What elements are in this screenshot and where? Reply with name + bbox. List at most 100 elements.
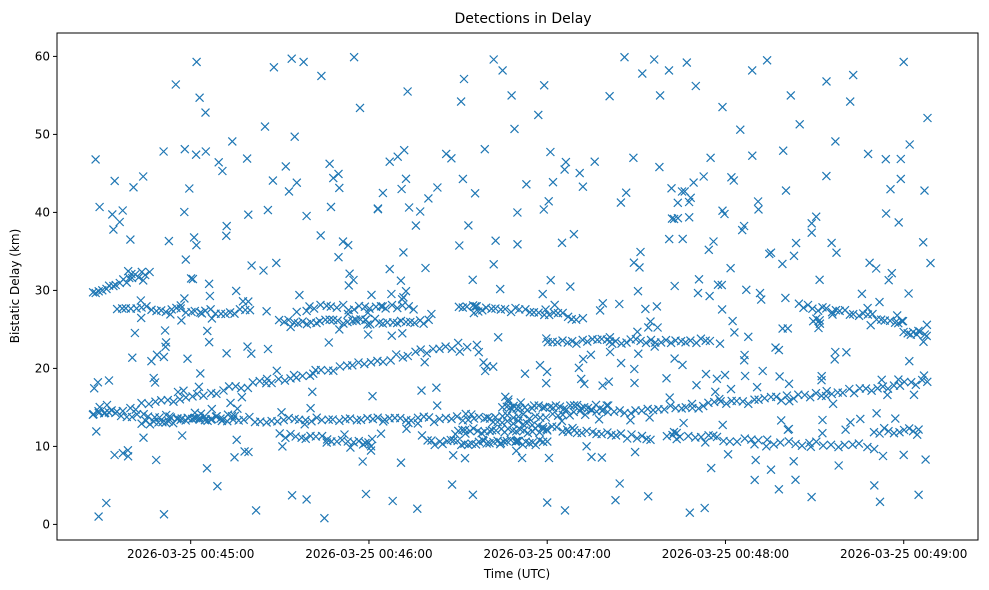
data-point-177: [255, 376, 265, 386]
data-point-250: [221, 309, 230, 319]
data-point-1029: [115, 217, 125, 227]
data-point-891: [865, 258, 875, 268]
data-point-532: [482, 413, 492, 422]
data-point-759: [653, 323, 663, 332]
data-point-657: [569, 229, 579, 239]
data-point-634: [355, 103, 365, 113]
data-point-239: [167, 304, 177, 314]
data-point-696: [920, 186, 929, 196]
data-point-329: [544, 310, 554, 320]
data-point-435: [322, 434, 332, 444]
data-point-284: [401, 317, 411, 327]
data-point-1026: [363, 308, 373, 318]
data-point-1022: [881, 154, 891, 164]
data-point-685: [822, 76, 831, 86]
data-point-172: [224, 381, 234, 391]
data-point-156: [125, 403, 135, 413]
data-point-129: [811, 388, 821, 398]
data-point-977: [807, 218, 817, 228]
data-point-575: [725, 437, 735, 446]
data-point-181: [280, 376, 290, 386]
data-point-746: [138, 275, 148, 285]
data-point-772: [302, 211, 312, 221]
data-point-413: [183, 413, 193, 423]
data-point-608: [108, 225, 118, 235]
data-point-1030: [866, 320, 876, 330]
data-point-522: [569, 400, 579, 410]
data-point-298: [349, 305, 359, 315]
data-point-646: [468, 490, 478, 500]
data-point-1061: [654, 162, 664, 172]
data-point-991: [412, 504, 422, 514]
data-point-448: [438, 439, 448, 449]
data-point-1073: [186, 273, 196, 283]
data-point-595: [869, 444, 879, 454]
data-point-919: [517, 453, 527, 463]
data-point-677: [735, 125, 745, 135]
data-point-1047: [912, 430, 922, 440]
data-point-952: [662, 373, 671, 383]
data-point-747: [181, 255, 191, 265]
data-point-359: [656, 337, 666, 347]
data-point-691: [887, 268, 897, 278]
data-point-626: [290, 132, 300, 142]
data-point-1076: [363, 320, 372, 330]
data-point-258: [284, 315, 293, 325]
data-point-594: [862, 442, 872, 452]
data-point-1036: [455, 347, 465, 357]
data-point-996: [545, 147, 555, 157]
data-point-1000: [263, 344, 273, 354]
data-point-744: [247, 261, 257, 270]
data-point-1032: [454, 241, 464, 250]
data-point-125: [789, 394, 799, 403]
data-point-815: [574, 363, 584, 373]
data-point-751: [493, 332, 503, 342]
data-point-1055: [460, 429, 470, 439]
data-point-303: [376, 301, 386, 311]
data-point-1064: [503, 397, 513, 407]
data-point-802: [358, 457, 368, 466]
data-point-192: [347, 360, 357, 370]
data-point-519: [559, 404, 569, 414]
data-point-100: [648, 405, 658, 415]
data-point-635: [361, 489, 371, 499]
data-point-1017: [380, 415, 390, 425]
y-tick-label-1: 10: [35, 439, 50, 453]
data-point-235: [147, 305, 156, 315]
data-point-308: [404, 301, 414, 311]
x-axis-label: Time (UTC): [483, 567, 550, 581]
data-point-906: [557, 416, 567, 426]
data-point-1086: [378, 301, 388, 311]
data-point-769: [387, 331, 397, 341]
data-point-900: [771, 343, 780, 353]
data-point-1019: [184, 184, 194, 193]
data-point-1091: [195, 368, 205, 378]
data-point-1054: [884, 275, 894, 285]
data-point-1085: [678, 234, 688, 244]
data-point-976: [349, 275, 358, 285]
data-point-571: [696, 432, 706, 442]
data-point-523: [572, 400, 582, 410]
data-point-1050: [161, 342, 170, 352]
data-point-832: [191, 150, 201, 160]
data-point-189: [328, 366, 338, 376]
data-point-819: [232, 435, 242, 445]
data-point-352: [622, 338, 631, 348]
data-point-342: [571, 339, 581, 349]
data-point-638: [388, 496, 398, 506]
data-point-738: [616, 358, 626, 368]
data-point-931: [904, 356, 914, 366]
data-point-828: [919, 337, 928, 347]
data-point-743: [188, 274, 198, 284]
data-point-721: [246, 349, 256, 359]
data-point-591: [840, 440, 850, 450]
data-point-531: [602, 401, 612, 410]
data-point-862: [191, 240, 201, 250]
data-point-809: [714, 394, 724, 404]
data-point-465: [499, 437, 509, 447]
data-point-1112: [827, 238, 837, 248]
data-point-898: [466, 410, 476, 419]
data-point-446: [430, 440, 440, 450]
data-point-985: [237, 392, 247, 402]
data-point-1053: [780, 293, 790, 303]
